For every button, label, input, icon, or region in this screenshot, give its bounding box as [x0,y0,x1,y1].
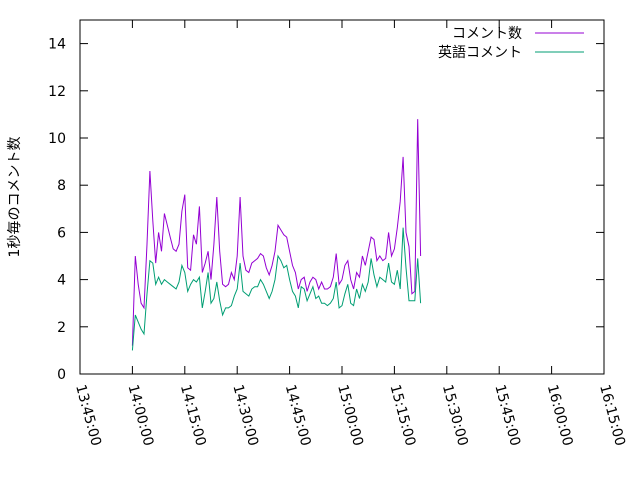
y-tick-label: 8 [57,178,66,194]
series-line-2 [131,227,422,351]
legend-label-2: 英語コメント [438,44,522,61]
x-tick-label: 16:15:00 [596,383,628,448]
x-tick-label: 15:45:00 [491,383,523,448]
series-lines [131,119,422,351]
x-tick-label: 14:00:00 [125,383,157,448]
plot-frame-group [79,19,605,375]
y-axis-label: 1秒毎のコメント数 [7,137,23,258]
y-tick-label: 10 [48,131,66,147]
x-axis-ticks: 13:45:00 14:00:00 14:15:00 14:30:00 14:45:00… [72,20,628,448]
y-tick-label: 4 [57,273,66,289]
x-tick-label: 14:30:00 [229,383,261,448]
legend-label-1: コメント数 [452,26,522,42]
x-tick-label: 14:45:00 [282,383,314,448]
x-tick-label: 15:00:00 [334,383,366,448]
y-tick-label: 2 [57,320,66,336]
plot-frame [79,19,605,375]
x-tick-label: 16:00:00 [544,383,576,448]
y-tick-label: 12 [48,84,66,100]
x-tick-label: 15:15:00 [387,383,419,448]
series-line-1 [131,119,422,346]
y-axis-ticks: 0 2 4 6 8 10 12 14 [48,37,604,383]
y-tick-label: 6 [57,225,66,241]
x-tick-label: 14:15:00 [177,383,209,448]
x-tick-label: 13:45:00 [72,383,104,448]
y-tick-label: 14 [48,37,66,53]
y-tick-label: 0 [57,367,66,383]
x-tick-label: 15:30:00 [439,383,471,448]
